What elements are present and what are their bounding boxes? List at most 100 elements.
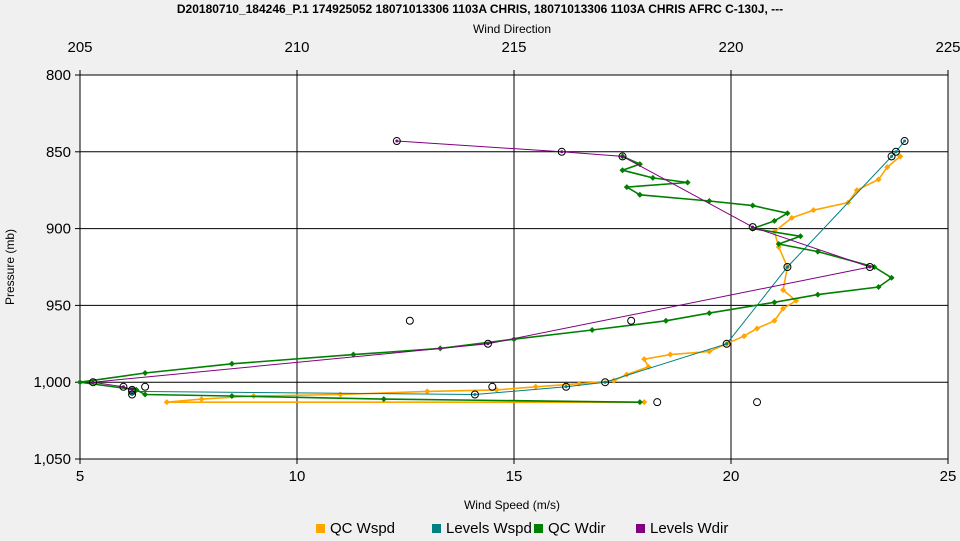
data-point-levels_wdir: [89, 378, 98, 387]
data-point-core-levels_wdir: [486, 342, 490, 346]
data-point-core-levels_wspd: [894, 150, 898, 154]
data-point-qc_wdir: [589, 326, 596, 333]
x-bottom-tick-label: 25: [940, 468, 957, 485]
data-point-qc_wdir: [684, 179, 691, 186]
data-point-levels_wdir: [748, 223, 757, 232]
data-point-qc_wdir: [380, 396, 387, 403]
x-top-tick-label: 215: [501, 39, 526, 56]
data-point-qc_wspd: [875, 176, 882, 183]
data-point-qc_wspd: [780, 287, 787, 294]
extra-marker: [653, 398, 662, 407]
y-tick-label: 950: [46, 297, 71, 314]
data-point-qc_wdir: [775, 240, 782, 247]
data-point-qc_wdir: [623, 184, 630, 191]
data-point-qc_wdir: [706, 310, 713, 317]
y-tick-label: 850: [46, 144, 71, 161]
data-point-levels_wspd: [887, 152, 896, 161]
data-point-levels_wdir: [392, 137, 401, 146]
data-point-qc_wdir: [649, 174, 656, 181]
data-point-qc_wdir: [350, 351, 357, 358]
data-point-qc_wdir: [771, 299, 778, 306]
extra-marker: [627, 316, 636, 325]
y-tick-label: 1,000: [33, 374, 71, 391]
data-point-qc_wdir: [511, 336, 517, 343]
data-point-qc_wdir: [662, 317, 669, 324]
data-point-qc_wspd: [641, 356, 648, 363]
data-point-core-levels_wdir: [868, 265, 872, 269]
legend-label-qc_wspd: QC Wspd: [330, 520, 395, 537]
data-point-core-levels_wdir: [130, 388, 134, 392]
data-point-qc_wdir: [749, 202, 756, 209]
data-point-qc_wspd: [788, 214, 795, 221]
legend-swatch-qc_wspd: [316, 524, 325, 533]
data-point-core-levels_wspd: [725, 342, 729, 346]
legend-swatch-levels_wdir: [636, 524, 645, 533]
data-point-qc_wdir: [771, 217, 778, 224]
data-point-qc_wdir: [636, 161, 643, 168]
data-point-qc_wdir: [636, 191, 643, 198]
legend-swatch-levels_wspd: [432, 524, 441, 533]
data-point-qc_wdir: [228, 360, 235, 367]
y-tick-label: 800: [46, 67, 71, 84]
series-line-levels_wspd: [131, 140, 905, 396]
data-point-core-levels_wdir: [121, 385, 125, 389]
data-point-qc_wdir: [77, 379, 83, 386]
data-point-levels_wdir: [128, 385, 137, 394]
chart-title: D20180710_184246_P.1 174925052 180710133…: [177, 2, 783, 16]
data-point-qc_wdir: [814, 291, 821, 298]
y-tick-label: 1,050: [33, 451, 71, 468]
data-point-levels_wspd: [601, 378, 610, 387]
extra-marker: [753, 398, 762, 407]
legend-label-levels_wdir: Levels Wdir: [650, 520, 728, 537]
data-point-levels_wspd: [891, 147, 900, 156]
x-bottom-tick-label: 20: [723, 468, 740, 485]
data-series: [77, 137, 909, 407]
extra-marker: [488, 382, 497, 391]
data-point-qc_wdir: [636, 399, 643, 406]
data-point-qc_wdir: [888, 274, 895, 281]
data-point-core-levels_wspd: [890, 154, 894, 158]
data-point-qc_wdir: [619, 167, 626, 174]
data-point-levels_wspd: [900, 137, 909, 146]
top-axis-label: Wind Direction: [473, 22, 551, 36]
data-point-core-levels_wspd: [903, 139, 907, 143]
data-point-qc_wspd: [667, 351, 674, 358]
legend-label-levels_wspd: Levels Wspd: [446, 520, 532, 537]
y-axis-label: Pressure (mb): [3, 229, 17, 305]
legend: QC Wspd Levels Wspd QC Wdir Levels Wdir: [316, 520, 728, 537]
data-point-core-levels_wspd: [603, 380, 607, 384]
x-bottom-tick-label: 10: [289, 468, 306, 485]
data-point-levels_wspd: [722, 339, 731, 348]
data-point-qc_wspd: [775, 244, 782, 251]
data-point-qc_wspd: [897, 153, 904, 160]
extra-marker: [405, 316, 414, 325]
legend-swatch-qc_wdir: [534, 524, 543, 533]
x-top-tick-label: 220: [718, 39, 743, 56]
x-bottom-tick-label: 15: [506, 468, 523, 485]
data-point-core-levels_wspd: [473, 392, 477, 396]
data-point-levels_wspd: [562, 382, 571, 391]
data-point-qc_wspd: [641, 399, 648, 406]
data-point-qc_wdir: [784, 210, 791, 217]
data-point-levels_wdir: [618, 152, 627, 161]
data-point-qc_wspd: [424, 388, 431, 395]
data-point-core-levels_wdir: [621, 154, 624, 158]
data-point-core-levels_wdir: [751, 225, 755, 229]
data-point-levels_wdir: [119, 382, 128, 391]
series-line-qc_wdir: [79, 155, 894, 403]
data-point-levels_wspd: [470, 390, 479, 399]
data-point-qc_wspd: [163, 399, 170, 406]
gridlines: [75, 70, 949, 464]
x-top-tick-label: 210: [284, 39, 309, 56]
tick-labels: 5 10 15 20 25 205 210 215 220 225 800 850 900 950 1,00…: [33, 39, 960, 485]
data-point-levels_wdir: [557, 147, 566, 156]
data-point-qc_wspd: [741, 333, 748, 340]
data-point-core-levels_wdir: [91, 380, 95, 384]
data-point-core-levels_wspd: [564, 385, 568, 389]
data-point-qc_wdir: [142, 391, 149, 398]
data-point-qc_wspd: [810, 207, 817, 214]
data-point-core-levels_wdir: [395, 139, 399, 143]
data-point-levels_wdir: [865, 263, 874, 271]
bottom-axis-label: Wind Speed (m/s): [464, 498, 560, 512]
